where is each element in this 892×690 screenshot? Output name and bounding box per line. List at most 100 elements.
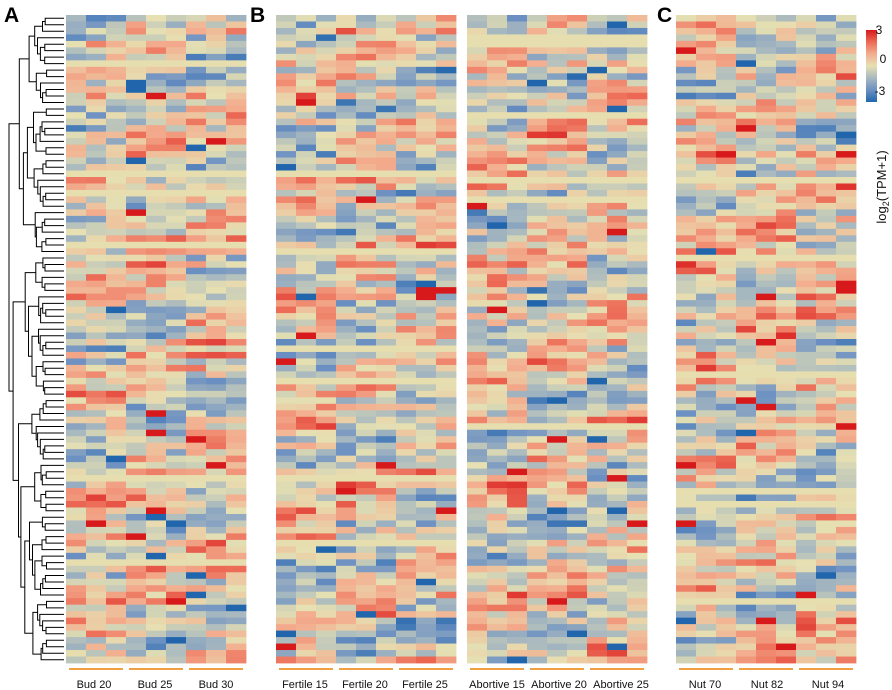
heatmap-cell (527, 332, 548, 340)
heatmap-cell (146, 533, 167, 541)
heatmap-cell (676, 462, 697, 469)
heatmap-cell (696, 624, 717, 631)
heatmap-cell (166, 423, 187, 431)
heatmap-cell (206, 416, 227, 424)
heatmap-cell (206, 475, 227, 482)
heatmap-cell (736, 416, 757, 424)
heatmap-cell (356, 384, 377, 392)
heatmap-cell (146, 526, 167, 534)
heatmap-cell (567, 209, 588, 217)
heatmap-cell (816, 144, 837, 152)
heatmap-cell (696, 384, 717, 392)
heatmap-cell (86, 429, 107, 437)
heatmap-cell (416, 105, 437, 113)
heatmap-cell (796, 364, 817, 372)
heatmap-cell (547, 423, 568, 431)
heatmap-cell (186, 92, 207, 100)
heatmap-cell (166, 507, 187, 515)
heatmap-cell (547, 15, 568, 22)
heatmap-cell (696, 125, 717, 133)
heatmap-cell (356, 306, 377, 314)
heatmap-cell (696, 507, 717, 515)
heatmap-cell (627, 377, 648, 385)
heatmap-cell (396, 416, 417, 424)
heatmap-cell (716, 351, 737, 359)
heatmap-cell (296, 164, 317, 171)
heatmap-cell (316, 339, 337, 346)
heatmap-cell (106, 475, 127, 482)
heatmap-cell (106, 377, 127, 385)
heatmap-cell (186, 144, 207, 152)
heatmap-cell (587, 319, 608, 327)
heatmap-cell (567, 604, 588, 612)
heatmap-cell (487, 60, 508, 68)
heatmap-cell (376, 494, 397, 502)
heatmap-cell (296, 326, 317, 333)
heatmap-cell (507, 118, 528, 126)
heatmap-cell (356, 565, 377, 573)
heatmap-cell (836, 501, 857, 508)
heatmap-cell (226, 34, 247, 42)
heatmap-cell (627, 559, 648, 567)
heatmap-cell (567, 183, 588, 191)
heatmap-cell (716, 358, 737, 366)
heatmap-cell (226, 92, 247, 100)
heatmap-cell (416, 351, 437, 359)
heatmap-cell (206, 533, 227, 541)
heatmap-cell (467, 228, 488, 236)
heatmap-cell (276, 416, 297, 424)
heatmap-cell (716, 131, 737, 139)
heatmap-cell (416, 300, 437, 307)
heatmap-cell (567, 118, 588, 126)
heatmap-cell (676, 73, 697, 81)
colorbar-tick-min: -3 (875, 84, 886, 98)
heatmap-cell (487, 572, 508, 580)
heatmap-cell (206, 86, 227, 94)
dendrogram-branch (45, 108, 64, 116)
heatmap-cell (376, 235, 397, 243)
heatmap-cell (146, 60, 167, 68)
dendrogram-branch (46, 562, 64, 570)
heatmap-cell (396, 92, 417, 100)
heatmap-cell (676, 449, 697, 457)
heatmap-cell (126, 351, 147, 359)
heatmap-cell (396, 552, 417, 560)
heatmap-cell (226, 423, 247, 431)
heatmap-cell (226, 53, 247, 61)
heatmap-cell (316, 183, 337, 191)
heatmap-cell (756, 371, 777, 379)
heatmap-cell (627, 526, 648, 534)
heatmap-cell (376, 533, 397, 541)
heatmap-cell (416, 403, 437, 411)
heatmap-cell (487, 53, 508, 61)
colorbar-title-suffix: (TPM+1) (874, 150, 889, 201)
heatmap-cell (186, 313, 207, 320)
heatmap-cell (316, 494, 337, 502)
heatmap-cell (296, 170, 317, 178)
heatmap-cell (627, 591, 648, 599)
heatmap-cell (547, 624, 568, 631)
heatmap-cell (527, 468, 548, 476)
heatmap-cell (587, 611, 608, 619)
heatmap-cell (736, 358, 757, 366)
heatmap-cell (296, 488, 317, 495)
heatmap-cell (226, 151, 247, 158)
heatmap-cell (336, 559, 357, 567)
heatmap-cell (296, 47, 317, 55)
heatmap-cell (106, 494, 127, 502)
heatmap-cell (396, 384, 417, 392)
heatmap-cell (627, 92, 648, 100)
heatmap-cell (146, 21, 167, 29)
heatmap-cell (276, 144, 297, 152)
heatmap-cell (736, 513, 757, 521)
heatmap-cell (716, 118, 737, 126)
heatmap-cell (206, 241, 227, 249)
heatmap-cell (316, 351, 337, 359)
heatmap-cell (296, 351, 317, 359)
heatmap-cell (296, 475, 317, 482)
heatmap-cell (106, 565, 127, 573)
heatmap-cell (796, 384, 817, 392)
heatmap-cell (316, 403, 337, 411)
heatmap-cell (66, 585, 87, 593)
heatmap-cell (796, 313, 817, 320)
